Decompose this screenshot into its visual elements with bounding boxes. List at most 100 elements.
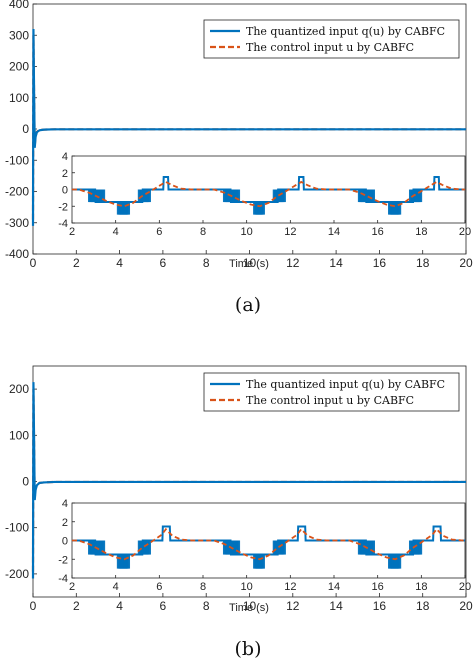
inset-b: -4 -2 0 2 4 2 4 6 8 10 12 14 16 18 20 [58,498,471,593]
y-tick-label: -200 [5,567,29,581]
panel-a: -400 -300 -200 -100 0 100 200 300 400 0 2 4 6 8 10 12 1… [5,0,473,316]
inset-chatter-band [281,189,286,203]
x-tick-label: 8 [203,599,210,613]
y-tick-label: -300 [5,216,29,230]
inset-chatter-band [397,554,402,569]
inset-y-tick-label: -2 [58,554,68,566]
inset-x-tick-label: 8 [200,226,206,238]
series-line-quantized-input [31,28,466,226]
x-tick-label: 20 [459,599,473,613]
y-tick-label: 300 [9,28,29,42]
inset-chatter-band [101,540,106,555]
x-tick-label: 0 [30,256,37,270]
inset-x-tick-label: 4 [113,226,119,238]
inset-x-tick-label: 4 [113,581,119,593]
x-tick-label: 6 [160,256,167,270]
legend-label-control-b: The control input u by CABFC [246,394,414,407]
inset-chatter-band [281,540,286,555]
inset-chatter-band [126,554,131,569]
inset-ticks-b: -4 -2 0 2 4 2 4 6 8 10 12 14 16 18 20 [58,498,471,593]
x-ticks-a: 0 2 4 6 8 10 12 14 16 18 20 [30,250,473,270]
inset-x-tick-label: 10 [241,226,253,238]
series-group-a [31,28,466,226]
inset-chatter-band [260,202,265,215]
inset-series-control-input [72,527,465,561]
inset-chatter-band [260,554,265,569]
inset-x-tick-label: 16 [372,581,384,593]
inset-x-tick-label: 20 [459,581,471,593]
inset-series-control-input [72,180,465,208]
inset-chatter-band [236,540,241,555]
legend-a: The quantized input q(u) by CABFC The co… [203,19,460,59]
x-tick-label: 6 [160,599,167,613]
x-tick-label: 20 [459,256,473,270]
inset-x-tick-label: 8 [200,581,206,593]
x-tick-label: 14 [329,256,343,270]
inset-chatter-band [418,540,423,555]
inset-x-tick-label: 12 [284,226,296,238]
x-tick-label: 16 [373,256,387,270]
x-tick-label: 4 [116,599,123,613]
x-axis-label-b: Time (s) [229,602,269,614]
x-tick-label: 12 [286,599,300,613]
inset-plot-area-b [71,502,466,579]
caption-a: (a) [235,294,261,316]
x-tick-label: 18 [416,256,430,270]
inset-x-tick-label: 14 [328,581,340,593]
inset-x-tick-label: 10 [241,581,253,593]
y-tick-label: 400 [9,0,29,11]
y-tick-label: 0 [22,475,29,489]
x-tick-label: 12 [286,256,300,270]
x-tick-label: 0 [30,599,37,613]
x-tick-label: 4 [116,256,123,270]
inset-x-tick-label: 18 [415,581,427,593]
legend-b: The quantized input q(u) by CABFC The co… [203,372,460,412]
inset-y-tick-label: 2 [62,168,68,180]
y-tick-label: 200 [9,382,29,396]
y-tick-label: -200 [5,185,29,199]
inset-x-tick-label: 14 [328,226,340,238]
inset-plot-area-a [71,155,466,224]
inset-x-tick-label: 16 [372,226,384,238]
inset-chatter-band [146,540,151,555]
x-tick-label: 14 [329,599,343,613]
y-tick-label: 0 [22,122,29,136]
inset-x-tick-label: 12 [284,581,296,593]
y-tick-label: 100 [9,91,29,105]
x-ticks-b: 0 2 4 6 8 10 12 14 16 18 20 [30,593,473,613]
inset-series-a [72,175,465,215]
y-ticks-a: -400 -300 -200 -100 0 100 200 300 400 [5,0,37,261]
series-line-quantized-input [31,382,466,579]
x-tick-label: 2 [73,256,80,270]
inset-x-tick-label: 2 [69,581,75,593]
x-tick-label: 18 [416,599,430,613]
inset-x-tick-label: 2 [69,226,75,238]
inset-x-tick-label: 6 [156,581,162,593]
legend-box-a [203,19,460,59]
inset-y-tick-label: 2 [62,517,68,529]
y-tick-label: -400 [5,247,29,261]
legend-label-quantized-a: The quantized input q(u) by CABFC [246,25,445,38]
inset-x-tick-label: 20 [459,226,471,238]
inset-series-b [72,525,465,569]
y-tick-label: 200 [9,60,29,74]
x-axis-label-a: Time (s) [229,258,269,270]
inset-chatter-band [101,189,106,203]
x-tick-label: 2 [73,599,80,613]
x-tick-label: 10 [243,599,257,613]
inset-y-tick-label: -2 [58,201,68,213]
y-tick-label: -100 [5,521,29,535]
y-tick-label: -100 [5,153,29,167]
x-tick-label: 8 [203,256,210,270]
inset-ticks-a: -4 -2 0 2 4 2 4 6 8 10 12 14 16 18 20 [58,151,471,238]
series-group-b [31,382,466,579]
inset-x-tick-label: 6 [156,226,162,238]
legend-label-quantized-b: The quantized input q(u) by CABFC [246,378,445,391]
y-tick-label: 100 [9,428,29,442]
inset-chatter-band [126,202,131,215]
inset-chatter-band [370,189,375,203]
caption-b: (b) [235,638,262,660]
legend-label-control-a: The control input u by CABFC [246,41,414,54]
inset-chatter-band [370,540,375,555]
